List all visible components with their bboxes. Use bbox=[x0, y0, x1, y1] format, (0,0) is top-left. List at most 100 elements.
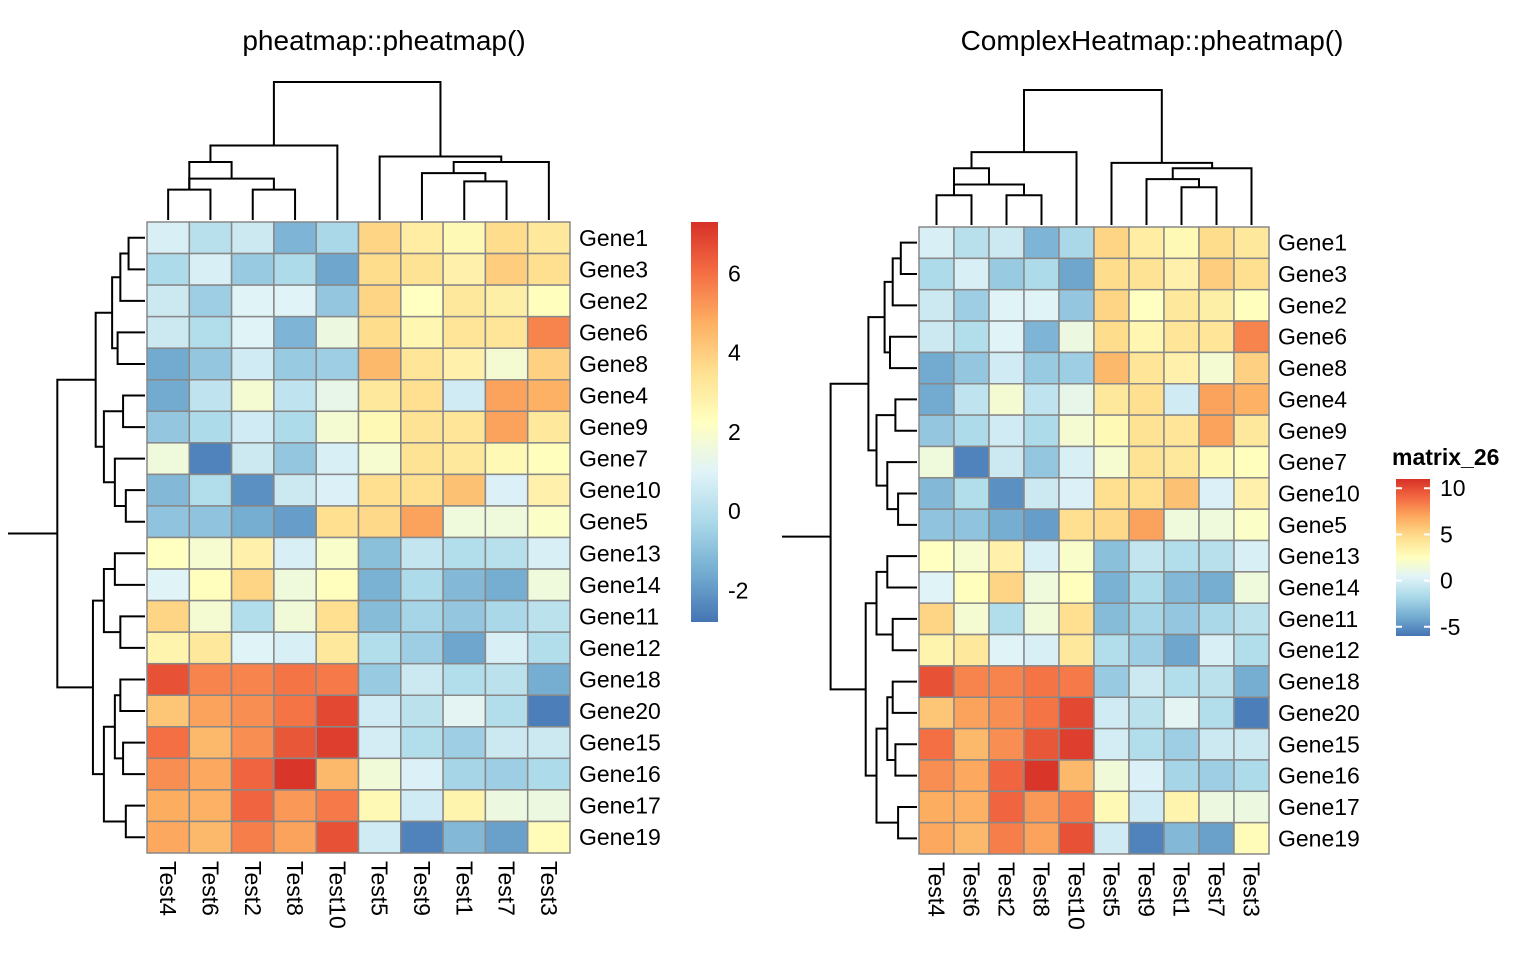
heatmap-cell bbox=[526, 757, 571, 791]
heatmap-cell bbox=[1128, 633, 1165, 667]
heatmap-cell bbox=[1128, 257, 1165, 291]
column-label: Test4 bbox=[155, 861, 181, 916]
dendrogram-branch bbox=[864, 602, 877, 777]
heatmap-cell bbox=[1093, 790, 1130, 824]
heatmap-cell bbox=[357, 410, 402, 444]
heatmap-cell bbox=[357, 536, 402, 570]
heatmap-cell bbox=[273, 347, 317, 381]
heatmap-cell bbox=[484, 505, 529, 539]
heatmap-cell bbox=[442, 662, 487, 697]
heatmap-cell bbox=[1023, 508, 1060, 542]
heatmap-cell bbox=[357, 221, 402, 255]
heatmap-cell bbox=[273, 757, 317, 791]
heatmap-cell bbox=[1198, 383, 1235, 416]
heatmap-cell bbox=[188, 347, 233, 381]
heatmap-cell bbox=[188, 726, 233, 760]
heatmap-cell bbox=[953, 759, 990, 793]
heatmap-cell bbox=[1163, 508, 1200, 542]
heatmap-cell bbox=[442, 568, 487, 602]
row-labels: Gene1 Gene3 Gene2 Gene6 Gene8 Gene4 Gene9 Gene7… bbox=[1278, 230, 1360, 852]
heatmap-cell bbox=[273, 820, 317, 854]
heatmap-cell bbox=[988, 571, 1025, 604]
column-label: Test6 bbox=[197, 861, 223, 916]
column-label: Test9 bbox=[409, 861, 435, 916]
dendrogram-branch bbox=[886, 461, 917, 511]
row-label: Gene11 bbox=[579, 603, 659, 629]
heatmap-cell bbox=[230, 757, 275, 791]
heatmap-cell bbox=[918, 508, 955, 542]
heatmap-cell bbox=[988, 633, 1025, 667]
color-legend: 6 4 2 0 -2 bbox=[691, 222, 748, 622]
dendrogram-branch bbox=[378, 155, 503, 220]
row-label: Gene8 bbox=[579, 351, 648, 377]
heatmap-cell bbox=[918, 383, 955, 416]
heatmap-cell bbox=[273, 694, 317, 728]
heatmap-cell bbox=[188, 442, 233, 476]
heatmap-cell bbox=[1058, 821, 1095, 855]
heatmap-cell bbox=[188, 473, 233, 507]
heatmap-cell bbox=[1093, 414, 1130, 448]
heatmap-cell bbox=[188, 379, 233, 413]
heatmap-cell bbox=[146, 379, 191, 413]
dendrogram-branch bbox=[1171, 167, 1253, 225]
heatmap-cell bbox=[188, 599, 233, 633]
heatmap-cell bbox=[953, 226, 990, 260]
heatmap-cell bbox=[1128, 226, 1165, 260]
row-label: Gene1 bbox=[579, 225, 648, 251]
heatmap-cell bbox=[1163, 477, 1200, 510]
heatmap-cell bbox=[988, 539, 1025, 573]
heatmap-cells bbox=[918, 226, 1270, 855]
heatmap-cell bbox=[315, 473, 360, 507]
heatmap-cell bbox=[484, 252, 529, 286]
dendrogram-branch bbox=[420, 172, 487, 220]
heatmap-cell bbox=[1023, 633, 1060, 667]
heatmap-cell bbox=[146, 505, 191, 539]
heatmap-cell bbox=[442, 694, 487, 728]
row-label: Gene5 bbox=[579, 509, 648, 535]
heatmap-cell bbox=[1163, 727, 1200, 761]
heatmap-cell bbox=[188, 789, 233, 823]
heatmap-cell bbox=[526, 347, 571, 381]
heatmap-cell bbox=[315, 505, 360, 539]
dendrogram-branch bbox=[894, 743, 917, 777]
heatmap-cell bbox=[230, 410, 275, 444]
heatmap-cell bbox=[357, 284, 402, 318]
row-dendrogram bbox=[8, 236, 145, 839]
dendrogram-branch bbox=[891, 617, 917, 652]
heatmap-cell bbox=[1058, 288, 1095, 322]
panel-title: ComplexHeatmap::pheatmap() bbox=[961, 25, 1344, 56]
heatmap-cell bbox=[953, 383, 990, 416]
heatmap-cell bbox=[526, 789, 571, 823]
heatmap-cell bbox=[484, 757, 529, 791]
heatmap-cell bbox=[146, 410, 191, 444]
heatmap-cell bbox=[230, 284, 275, 318]
heatmap-cell bbox=[146, 347, 191, 381]
row-label: Gene17 bbox=[1278, 794, 1360, 820]
dendrogram-branch bbox=[899, 241, 917, 276]
heatmap-cell bbox=[1198, 288, 1235, 322]
heatmap-cell bbox=[988, 821, 1025, 855]
heatmap-cell bbox=[1093, 257, 1130, 291]
heatmap-cell bbox=[1198, 226, 1235, 260]
column-label: Test9 bbox=[1134, 862, 1160, 917]
dendrogram-branch bbox=[167, 188, 212, 220]
column-label: Test10 bbox=[1064, 862, 1090, 930]
heatmap-cell bbox=[988, 257, 1025, 291]
dendrogram-branch bbox=[188, 161, 233, 190]
column-label: Test7 bbox=[1204, 862, 1230, 917]
heatmap-cell bbox=[230, 252, 275, 286]
heatmap-cell bbox=[1093, 665, 1130, 699]
heatmap-cell bbox=[273, 284, 317, 318]
heatmap-cell bbox=[315, 726, 360, 760]
heatmap-cell bbox=[273, 599, 317, 633]
heatmap-cell bbox=[484, 694, 529, 728]
heatmap-cell bbox=[146, 221, 191, 255]
heatmap-cell bbox=[918, 790, 955, 824]
heatmap-cell bbox=[357, 347, 402, 381]
heatmap-cell bbox=[357, 726, 402, 760]
pheatmap-panel: pheatmap::pheatmap() Gene1Gene3Gene2Gene… bbox=[8, 25, 748, 929]
heatmap-cell bbox=[1058, 790, 1095, 824]
column-label: Test3 bbox=[536, 861, 562, 916]
heatmap-cell bbox=[1128, 571, 1165, 604]
row-label: Gene18 bbox=[579, 666, 661, 692]
